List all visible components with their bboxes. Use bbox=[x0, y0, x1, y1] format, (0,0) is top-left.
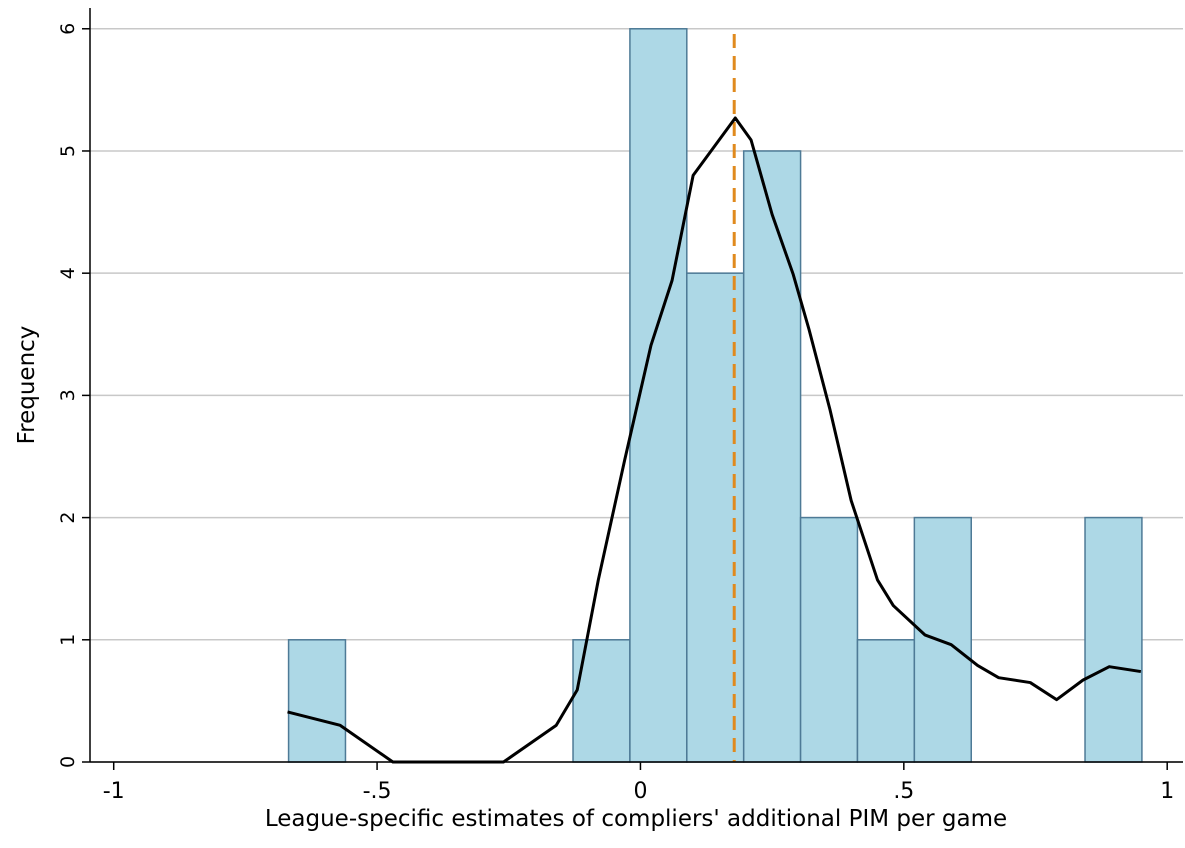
y-tick-label: 5 bbox=[57, 145, 79, 157]
x-axis-label: League-specific estimates of compliers' … bbox=[265, 806, 1007, 832]
bar bbox=[856, 639, 916, 763]
y-axis-label: Frequency bbox=[14, 326, 40, 445]
bar bbox=[913, 516, 972, 763]
y-tick-label: 2 bbox=[57, 512, 79, 524]
density-curve bbox=[287, 116, 1142, 764]
y-tick-label: 1 bbox=[57, 634, 79, 646]
y-tick-label: 3 bbox=[57, 389, 79, 401]
x-tick-label: .5 bbox=[893, 779, 914, 804]
bar bbox=[742, 150, 802, 763]
bar bbox=[799, 516, 859, 763]
x-tick-label: 1 bbox=[1160, 779, 1174, 804]
bar bbox=[1084, 516, 1143, 763]
x-tick-label: -.5 bbox=[363, 779, 392, 804]
bar bbox=[572, 639, 631, 763]
y-tick-label: 0 bbox=[57, 756, 79, 768]
y-tick-label: 4 bbox=[57, 267, 79, 279]
y-tick-label: 6 bbox=[57, 23, 79, 35]
bar bbox=[287, 639, 347, 763]
x-tick-label: -1 bbox=[103, 779, 125, 804]
x-tick-label: 0 bbox=[633, 779, 647, 804]
